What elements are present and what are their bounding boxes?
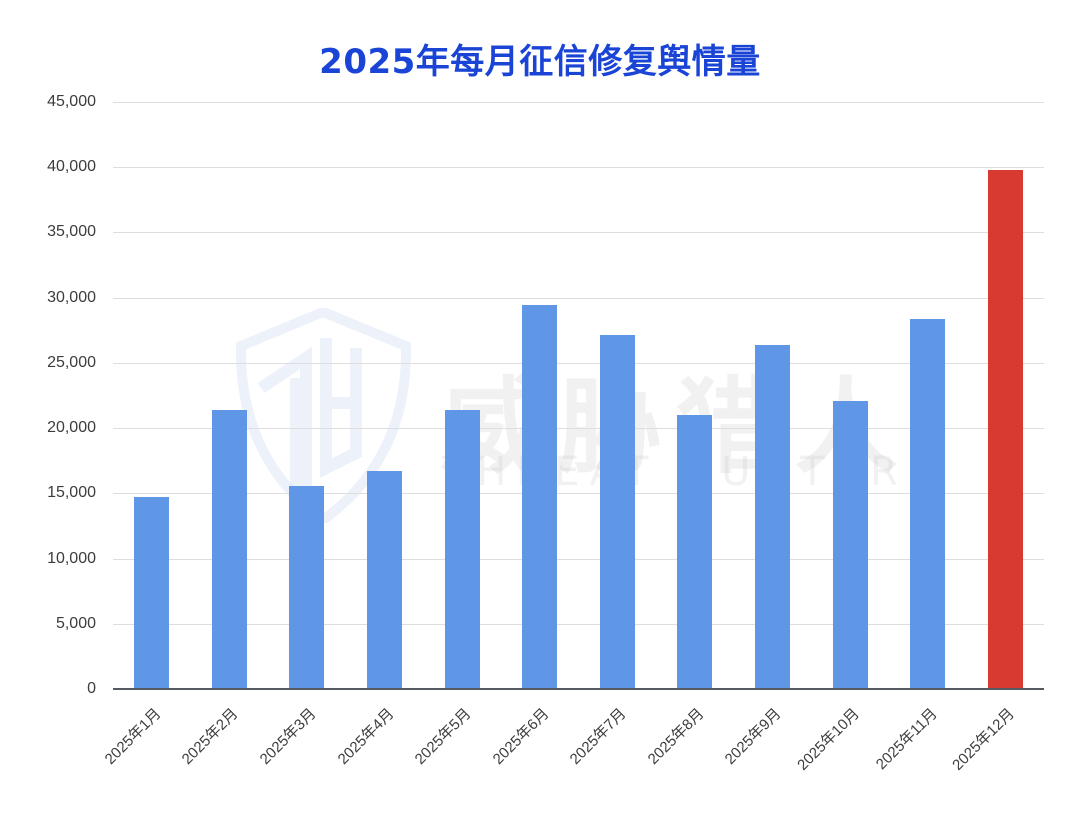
bar-12[interactable] <box>987 169 1023 689</box>
bar-7[interactable] <box>599 335 635 689</box>
chart-title: 2025年每月征信修复舆情量 <box>319 42 761 82</box>
bar-8[interactable] <box>677 415 713 689</box>
y-tick-label: 25,000 <box>47 353 96 371</box>
gridline <box>113 428 1044 429</box>
y-tick-label: 10,000 <box>47 549 96 567</box>
x-tick-label: 2025年7月 <box>566 705 630 768</box>
y-tick-label: 30,000 <box>47 288 96 306</box>
gridline <box>113 167 1044 168</box>
bar-4[interactable] <box>367 471 403 689</box>
gridline <box>113 232 1044 233</box>
y-tick-label: 5,000 <box>55 614 96 632</box>
x-axis-line <box>113 688 1044 690</box>
gridline <box>113 624 1044 625</box>
bar-3[interactable] <box>289 485 325 689</box>
gridline <box>113 493 1044 494</box>
gridline <box>113 102 1044 103</box>
bar-1[interactable] <box>134 497 170 689</box>
x-tick-label: 2025年3月 <box>256 705 320 768</box>
bar-9[interactable] <box>754 344 790 689</box>
y-tick-label: 40,000 <box>47 158 96 176</box>
x-tick-label: 2025年6月 <box>489 705 553 768</box>
x-tick-label: 2025年2月 <box>179 705 242 768</box>
y-tick-label: 15,000 <box>47 484 96 502</box>
x-tick-label: 2025年12月 <box>949 705 1018 774</box>
bar-11[interactable] <box>910 318 946 689</box>
y-tick-label: 0 <box>87 680 96 697</box>
watermark-cn-text: 威胁猎人 <box>440 366 913 488</box>
x-tick-label: 2025年8月 <box>644 705 708 768</box>
bar-6[interactable] <box>522 305 558 689</box>
y-tick-label: 20,000 <box>47 419 96 437</box>
gridline <box>113 298 1044 299</box>
gridline <box>113 363 1044 364</box>
bar-10[interactable] <box>832 400 868 689</box>
y-tick-label: 35,000 <box>47 223 96 241</box>
x-tick-label: 2025年11月 <box>872 705 941 774</box>
gridline <box>113 559 1044 560</box>
bar-2[interactable] <box>211 409 247 689</box>
x-tick-label: 2025年5月 <box>411 705 475 768</box>
x-tick-label: 2025年10月 <box>794 705 863 774</box>
x-tick-label: 2025年1月 <box>101 705 165 768</box>
x-tick-label: 2025年9月 <box>722 705 785 768</box>
y-tick-label: 45,000 <box>47 93 96 110</box>
x-tick-label: 2025年4月 <box>334 705 397 768</box>
watermark-en-text: THREAT HUNTER <box>442 449 908 495</box>
bar-5[interactable] <box>444 409 480 689</box>
